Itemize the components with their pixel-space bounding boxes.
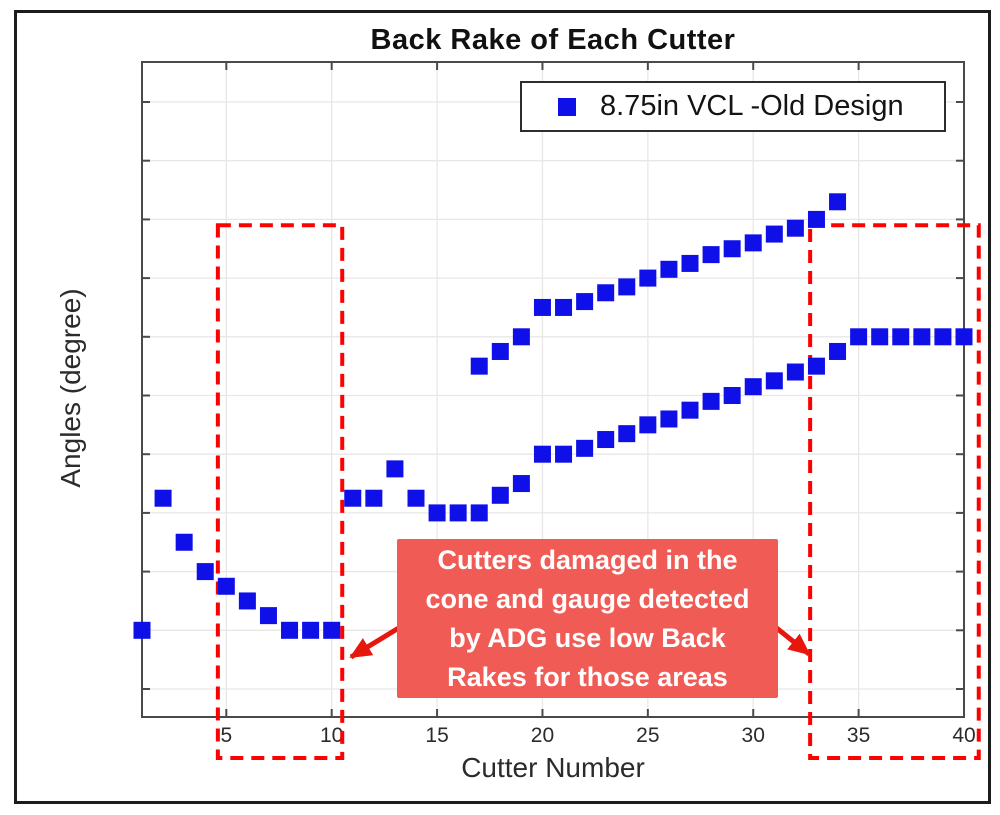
legend: 8.75in VCL -Old Design xyxy=(520,81,946,132)
data-points xyxy=(133,193,973,639)
annotation-arrows xyxy=(349,623,811,660)
svg-text:5: 5 xyxy=(220,724,232,747)
callout-line: by ADG use low Back xyxy=(449,622,726,653)
legend-marker-icon xyxy=(558,97,576,116)
figure-border xyxy=(14,10,991,804)
svg-text:25: 25 xyxy=(636,724,659,747)
svg-text:40: 40 xyxy=(952,724,975,747)
svg-text:10: 10 xyxy=(320,724,343,747)
annotation-callout: Cutters damaged in the cone and gauge de… xyxy=(397,539,778,698)
callout-line: Cutters damaged in the xyxy=(437,544,738,575)
x-tick-labels: 5 10 15 20 25 30 35 40 xyxy=(220,724,975,747)
y-axis-label: Angles (degree) xyxy=(55,288,86,488)
legend-label: 8.75in VCL -Old Design xyxy=(600,90,904,122)
callout-line: Rakes for those areas xyxy=(447,661,728,692)
chart-title: Back Rake of Each Cutter xyxy=(370,24,736,56)
svg-text:15: 15 xyxy=(425,724,448,747)
x-axis-label: Cutter Number xyxy=(461,752,645,783)
svg-text:35: 35 xyxy=(847,724,870,747)
svg-text:20: 20 xyxy=(531,724,554,747)
axes-box xyxy=(141,61,965,718)
gridlines xyxy=(142,62,965,717)
svg-text:30: 30 xyxy=(742,724,765,747)
callout-line: cone and gauge detected xyxy=(425,583,750,614)
highlight-rects xyxy=(215,223,981,760)
